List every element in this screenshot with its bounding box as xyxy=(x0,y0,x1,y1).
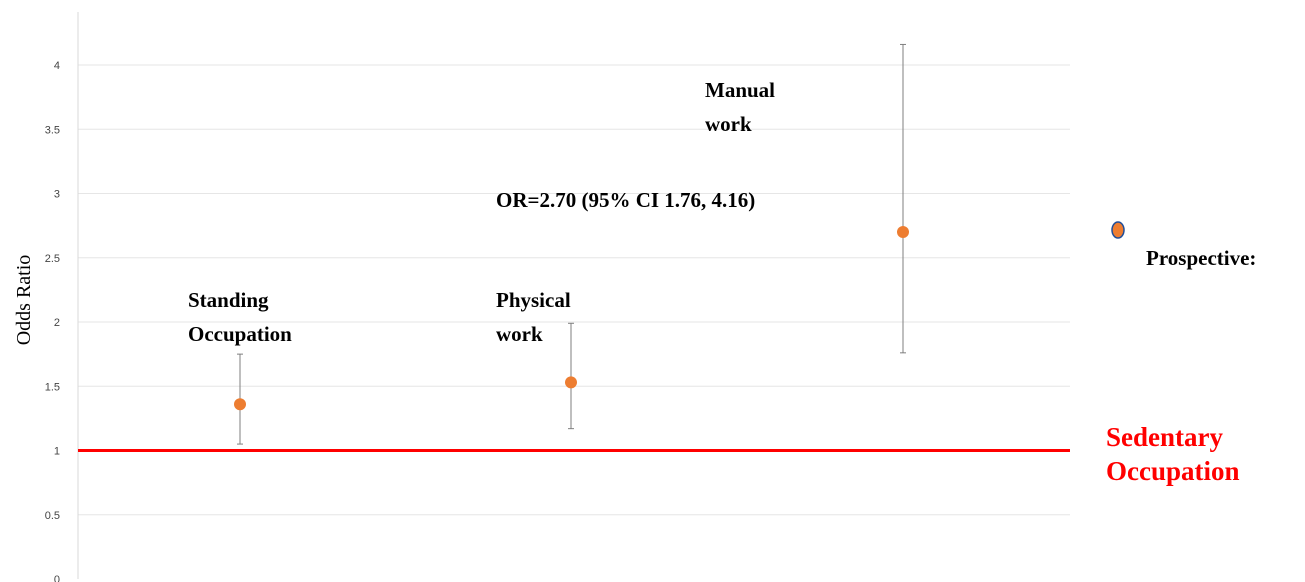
point-label-manual-line1: Manual xyxy=(705,78,775,102)
y-axis-ticks: 0 0.5 1 1.5 2 2.5 3 3.5 4 xyxy=(45,60,60,582)
y-axis-label: Odds Ratio xyxy=(13,255,35,346)
legend-label: Prospective: xyxy=(1146,246,1256,270)
or-annotation: OR=2.70 (95% CI 1.76, 4.16) xyxy=(496,188,755,212)
legend-marker xyxy=(1111,221,1125,239)
point-label-standing-line2: Occupation xyxy=(188,322,292,346)
point-label-physical-line2: work xyxy=(496,322,543,346)
y-tick-label: 1 xyxy=(54,446,60,458)
data-point xyxy=(234,398,246,411)
y-tick-label: 2.5 xyxy=(45,253,60,265)
data-points xyxy=(234,226,909,411)
reference-line-label-line1: Sedentary xyxy=(1106,422,1223,452)
reference-line-label: Sedentary Occupation xyxy=(1106,422,1240,486)
y-tick-label: 0 xyxy=(54,574,60,582)
y-tick-label: 0.5 xyxy=(45,510,60,522)
y-tick-label: 3.5 xyxy=(45,124,60,136)
y-tick-label: 2 xyxy=(54,317,60,329)
legend: Prospective: xyxy=(1111,221,1256,270)
data-point xyxy=(897,226,909,239)
y-tick-label: 3 xyxy=(54,189,60,201)
y-tick-label: 4 xyxy=(54,60,60,72)
point-label-standing-line1: Standing xyxy=(188,288,269,312)
point-label-physical-line1: Physical xyxy=(496,288,571,312)
point-label-manual: Manual work xyxy=(705,78,780,136)
point-label-manual-line2: work xyxy=(705,112,752,136)
point-label-physical: Physical work xyxy=(496,288,576,346)
data-point xyxy=(565,376,577,389)
error-bars xyxy=(237,43,906,445)
point-label-standing: Standing Occupation xyxy=(188,288,292,346)
reference-line-label-line2: Occupation xyxy=(1106,456,1240,486)
y-tick-label: 1.5 xyxy=(45,381,60,393)
